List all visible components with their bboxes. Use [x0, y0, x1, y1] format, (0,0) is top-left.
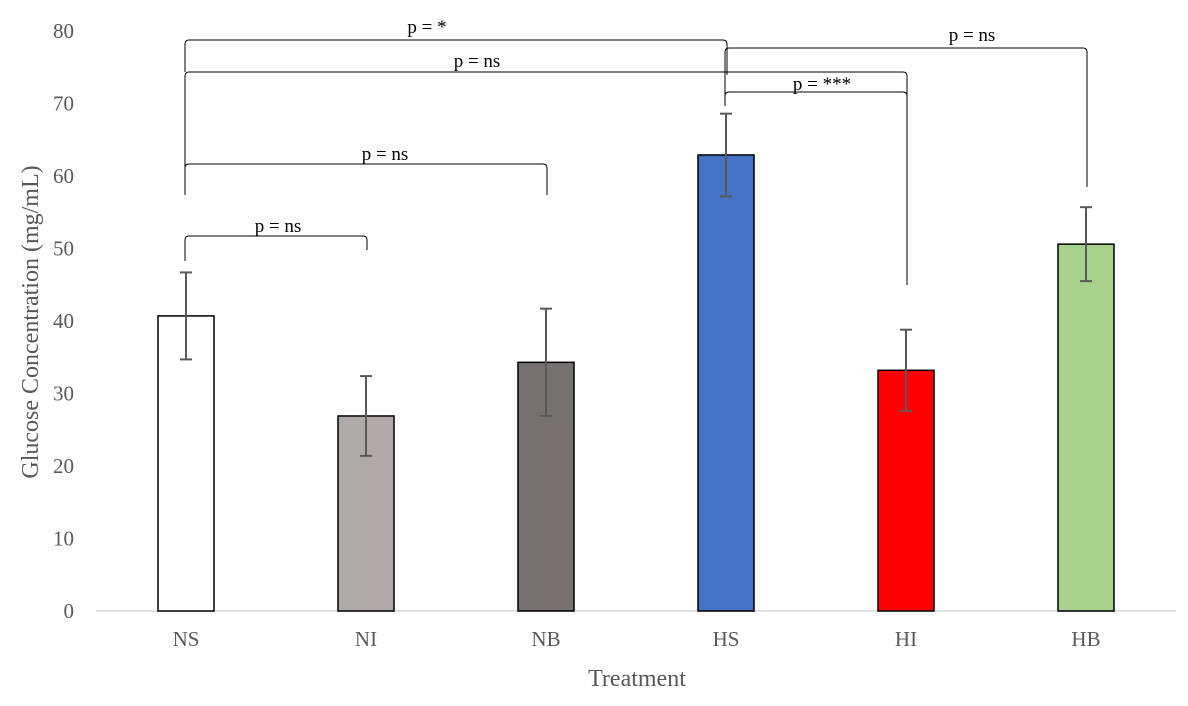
significance-label: p = ns	[949, 25, 996, 46]
significance-bracket	[184, 71, 908, 192]
bar-ns	[157, 315, 215, 612]
y-tick-label: 70	[53, 92, 74, 116]
significance-bracket	[184, 163, 548, 195]
significance-bracket	[184, 235, 368, 261]
significance-label: p = ns	[362, 144, 409, 165]
bar-hb	[1057, 243, 1115, 612]
y-tick-label: 30	[53, 382, 74, 406]
x-tick-label: HB	[1071, 627, 1100, 651]
x-tick-label: HI	[895, 627, 917, 651]
significance-label: p = ns	[255, 216, 302, 237]
significance-bracket	[184, 39, 728, 75]
significance-label: p = ***	[793, 74, 851, 95]
significance-label: p = ns	[454, 51, 501, 72]
x-axis-title: Treatment	[588, 666, 686, 692]
significance-bracket	[724, 47, 1088, 187]
x-tick-label: NS	[173, 627, 200, 651]
x-tick-label: HS	[713, 627, 740, 651]
y-axis-title: Glucose Concentration (mg/mL)	[18, 165, 44, 478]
x-tick-label: NI	[355, 627, 377, 651]
y-tick-label: 80	[53, 19, 74, 43]
x-tick-label: NB	[531, 627, 560, 651]
bar-hs	[697, 154, 755, 612]
y-tick-label: 50	[53, 237, 74, 261]
y-tick-label: 60	[53, 164, 74, 188]
y-tick-label: 20	[53, 454, 74, 478]
y-tick-label: 0	[64, 599, 75, 623]
y-tick-label: 10	[53, 527, 74, 551]
y-tick-label: 40	[53, 309, 74, 333]
significance-label: p = *	[407, 17, 446, 38]
